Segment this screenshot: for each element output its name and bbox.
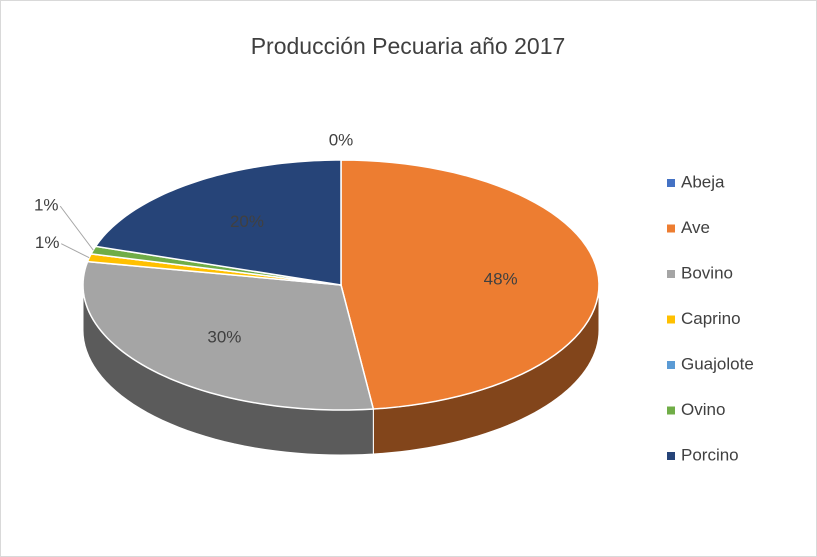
legend-label: Ovino bbox=[681, 400, 725, 419]
data-label: 0% bbox=[329, 131, 354, 150]
slice bbox=[340, 159, 600, 410]
leader-line bbox=[60, 243, 90, 259]
data-label: 48% bbox=[484, 270, 518, 289]
legend-label: Abeja bbox=[681, 172, 725, 191]
legend-swatch bbox=[667, 452, 675, 460]
data-label: 20% bbox=[230, 212, 264, 231]
data-label: 1% bbox=[35, 233, 60, 252]
legend-label: Caprino bbox=[681, 309, 741, 328]
slice bbox=[82, 260, 375, 411]
legend-label: Guajolote bbox=[681, 354, 754, 373]
legend-swatch bbox=[667, 406, 675, 415]
legend-swatch bbox=[667, 224, 675, 233]
slice bbox=[94, 159, 342, 286]
legend-label: Porcino bbox=[681, 445, 739, 464]
data-label: 30% bbox=[207, 328, 241, 347]
legend-swatch bbox=[667, 270, 675, 278]
chart-title: Producción Pecuaria año 2017 bbox=[251, 33, 566, 59]
legend-label: Bovino bbox=[681, 263, 733, 282]
legend-swatch bbox=[667, 179, 675, 187]
legend-label: Ave bbox=[681, 218, 710, 237]
leader-line bbox=[59, 205, 94, 251]
legend-swatch bbox=[667, 315, 675, 324]
legend-swatch bbox=[667, 361, 675, 369]
data-label: 1% bbox=[34, 196, 59, 215]
